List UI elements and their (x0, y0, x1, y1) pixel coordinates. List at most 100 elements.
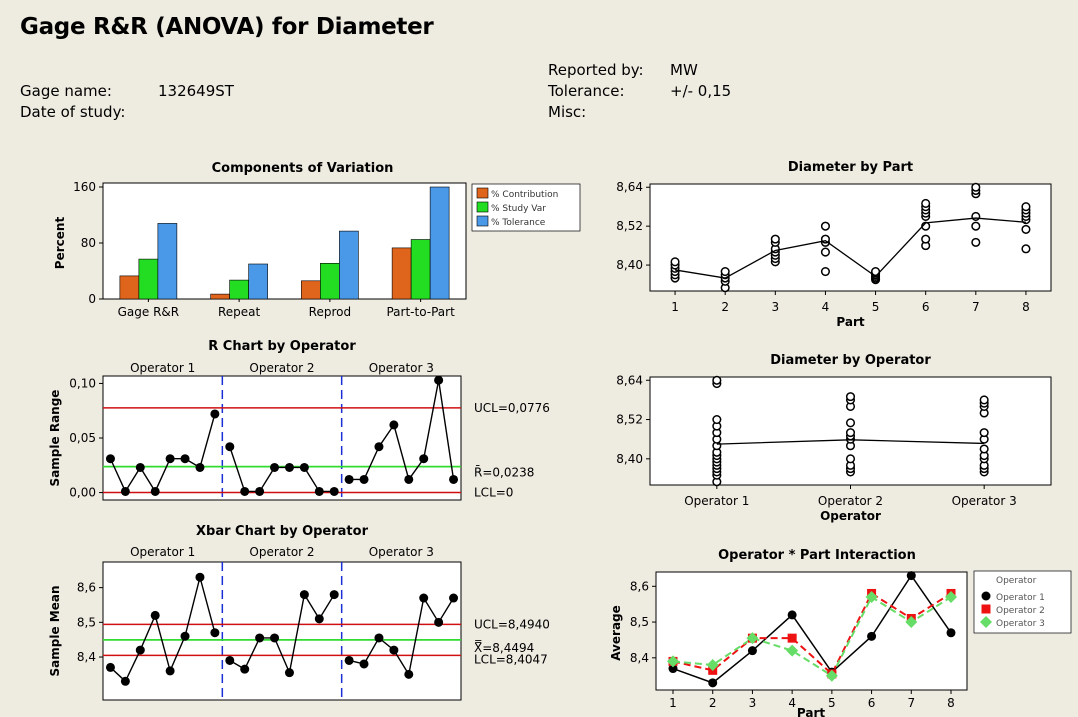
xbar-point (195, 572, 205, 582)
interaction-legend-label: Operator 3 (996, 619, 1045, 629)
interaction-point (787, 633, 797, 643)
interaction-point (825, 669, 838, 682)
rchart-group-label: Operator 1 (130, 361, 195, 375)
rchart-point (419, 454, 429, 464)
xbar-point (240, 664, 250, 674)
xbar-point (105, 662, 115, 672)
byoperator-point (845, 392, 856, 402)
rchart-point (314, 486, 324, 496)
xbar-group-label: Operator 2 (249, 545, 314, 559)
components-bar (429, 186, 450, 300)
interaction-point (865, 591, 878, 604)
interaction-point (906, 571, 916, 581)
xbar-point (225, 655, 235, 665)
interaction-xtick-label: 3 (749, 696, 757, 710)
components-xtick-label: Gage R&R (118, 305, 180, 319)
bypart-ytick-label: 8,40 (616, 258, 643, 272)
interaction-xtick-label: 6 (868, 696, 876, 710)
interaction-point (945, 591, 957, 604)
bypart-xtick-label: 3 (771, 300, 779, 314)
components-legend (471, 183, 581, 232)
bypart-point (921, 234, 931, 244)
xbar-point (419, 593, 429, 603)
interaction-point (787, 610, 797, 620)
bypart-point (670, 257, 680, 267)
interaction-legend-title: Operator (996, 576, 1037, 586)
rchart-group-label: Operator 2 (249, 361, 314, 375)
xbar-lcl-label: LCL=8,4047 (474, 652, 548, 666)
interaction-xtick-label: 4 (788, 696, 796, 710)
components-xtick-label: Part-to-Part (386, 305, 455, 319)
xbar-point (389, 645, 399, 655)
components-bar (138, 258, 159, 300)
bypart-point (971, 211, 981, 221)
rchart-center-label: R̄=0,0238 (474, 465, 534, 479)
xbar-point (344, 655, 354, 665)
bypart-point (971, 237, 981, 247)
reported-by-value: MW (670, 61, 698, 79)
components-xtick-label: Repeat (218, 305, 261, 319)
xbar-point (270, 633, 280, 643)
rchart-point (180, 454, 190, 464)
xbar-series-line (109, 574, 216, 683)
rchart-title: R Chart by Operator (208, 339, 356, 354)
interaction-xtick-label: 8 (947, 696, 955, 710)
xbar-ytick-label: 8,4 (77, 650, 96, 664)
rchart-ytick-label: 0,00 (69, 486, 96, 500)
rchart-point (210, 409, 220, 419)
bypart-xtick-label: 4 (822, 300, 830, 314)
interaction-title: Operator * Part Interaction (718, 548, 916, 563)
interaction-point (747, 646, 757, 656)
rchart-ylabel: Sample Range (48, 390, 62, 487)
bypart-xtick-label: 7 (972, 300, 980, 314)
xbar-point (135, 645, 145, 655)
xbar-point (180, 631, 190, 641)
components-legend-label: % Study Var (491, 204, 546, 214)
components-bar (157, 223, 178, 300)
rchart-point (299, 462, 309, 472)
interaction-point (867, 631, 877, 641)
xbar-center-label: X̿=8,4494 (474, 640, 534, 655)
bypart-xlabel: Part (836, 315, 864, 329)
byoperator-point (845, 418, 856, 428)
misc-label: Misc: (548, 103, 587, 121)
byoperator-point (712, 375, 722, 385)
bypart-point (1021, 224, 1031, 234)
gage-name-value: 132649ST (158, 82, 234, 100)
xbar-point (374, 633, 384, 643)
rchart-point (165, 454, 175, 464)
rchart-lcl-label: LCL=0 (474, 486, 513, 500)
components-title: Components of Variation (212, 161, 394, 176)
xbar-group-label: Operator 3 (369, 545, 434, 559)
report-title: Gage R&R (ANOVA) for Diameter (20, 14, 434, 40)
byoperator-mean-line (716, 439, 985, 445)
rchart-point (195, 462, 205, 472)
byoperator-title: Diameter by Operator (770, 353, 931, 368)
tolerance-value: +/- 0,15 (670, 82, 732, 100)
bypart-title: Diameter by Part (788, 160, 913, 175)
rchart-point (225, 442, 235, 452)
byoperator-ytick-label: 8,64 (616, 373, 643, 387)
xbar-ylabel: Sample Mean (48, 586, 62, 677)
interaction-xlabel: Part (797, 706, 825, 717)
interaction-point (706, 658, 719, 671)
rchart-ytick-label: 0,10 (69, 376, 96, 390)
xbar-point (284, 668, 294, 678)
rchart-point (150, 486, 160, 496)
byoperator-ytick-label: 8,40 (616, 452, 643, 466)
date-of-study-label: Date of study: (20, 103, 126, 121)
interaction-point (786, 644, 799, 657)
components-ytick-label: 0 (88, 292, 96, 306)
bypart-point (770, 234, 780, 244)
interaction-ytick-label: 8,4 (630, 651, 649, 665)
rchart-point (404, 474, 414, 484)
gage-name-label: Gage name: (20, 82, 112, 100)
components-bar (339, 230, 359, 300)
interaction-point (708, 678, 718, 688)
interaction-series-line (672, 592, 952, 676)
interaction-legend-label: Operator 2 (996, 606, 1045, 616)
xbar-point (150, 610, 160, 620)
xbar-series-line (229, 592, 335, 676)
rchart-point (120, 486, 130, 496)
bypart-ytick-label: 8,64 (616, 180, 643, 194)
